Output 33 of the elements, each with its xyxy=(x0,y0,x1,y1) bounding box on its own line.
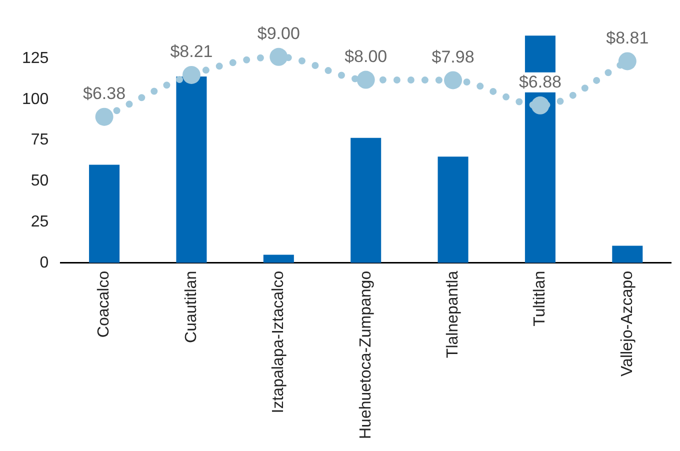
y-tick-label: 25 xyxy=(30,213,49,230)
y-tick-label: 75 xyxy=(30,132,49,149)
point xyxy=(444,71,462,90)
bar xyxy=(612,246,643,263)
data-label: $8.00 xyxy=(344,46,388,66)
data-label: $8.21 xyxy=(170,42,213,62)
x-tick-label: Tlalnepantla xyxy=(444,270,462,358)
x-tick-label: Tultitlan xyxy=(532,270,549,326)
x-tick-label: Cuautitlan xyxy=(182,270,200,343)
bar xyxy=(350,138,382,263)
y-tick-label: 50 xyxy=(30,172,49,190)
x-tick-label: Coacalco xyxy=(96,270,113,338)
point xyxy=(531,96,550,114)
x-tick-label: Vallejo-Azcapo xyxy=(618,270,636,376)
point xyxy=(95,108,114,126)
point xyxy=(182,66,200,84)
data-label: $6.88 xyxy=(518,72,562,92)
point xyxy=(356,70,375,89)
point xyxy=(270,48,288,66)
data-label: $6.38 xyxy=(83,84,126,104)
y-tick-label: 100 xyxy=(22,90,49,108)
point xyxy=(618,52,636,70)
x-tick-label: Huehuetoca-Zumpango xyxy=(357,270,374,439)
data-label: $9.00 xyxy=(257,24,300,44)
y-tick-label: 125 xyxy=(22,50,49,67)
x-tick-label: Iztapalapa-Iztacalco xyxy=(270,270,288,414)
data-label: $8.81 xyxy=(606,28,649,48)
bar xyxy=(263,254,294,263)
y-tick-label: 0 xyxy=(40,254,49,272)
bar xyxy=(438,156,468,263)
bar xyxy=(176,76,207,263)
bar xyxy=(89,164,120,263)
data-label: $7.98 xyxy=(432,47,474,66)
